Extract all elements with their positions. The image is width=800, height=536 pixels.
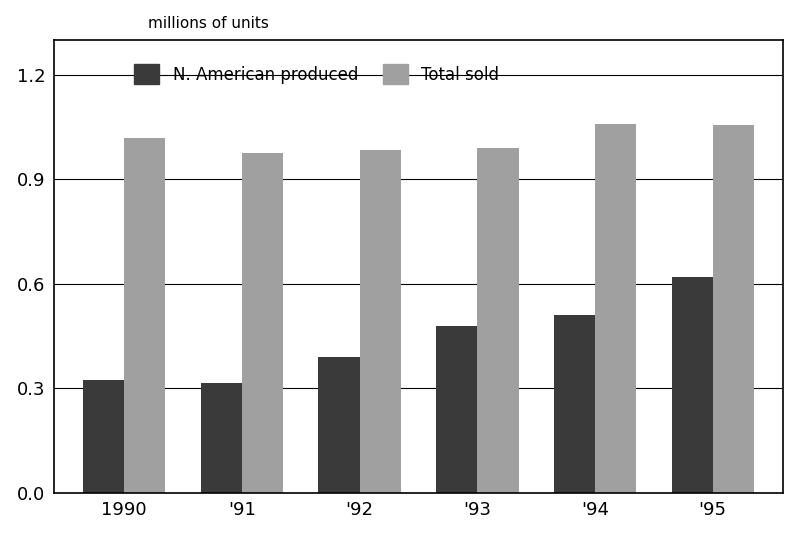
Legend: N. American produced, Total sold: N. American produced, Total sold [128,57,506,91]
Bar [595,124,636,493]
Bar [478,148,518,493]
Text: millions of units: millions of units [149,16,270,31]
Bar [360,150,401,493]
Bar [242,153,283,493]
Bar [713,125,754,493]
Bar [554,315,595,493]
Bar [436,326,478,493]
Bar [83,379,124,493]
Bar [671,277,713,493]
Bar [201,383,242,493]
Bar [124,138,166,493]
Bar [318,357,360,493]
